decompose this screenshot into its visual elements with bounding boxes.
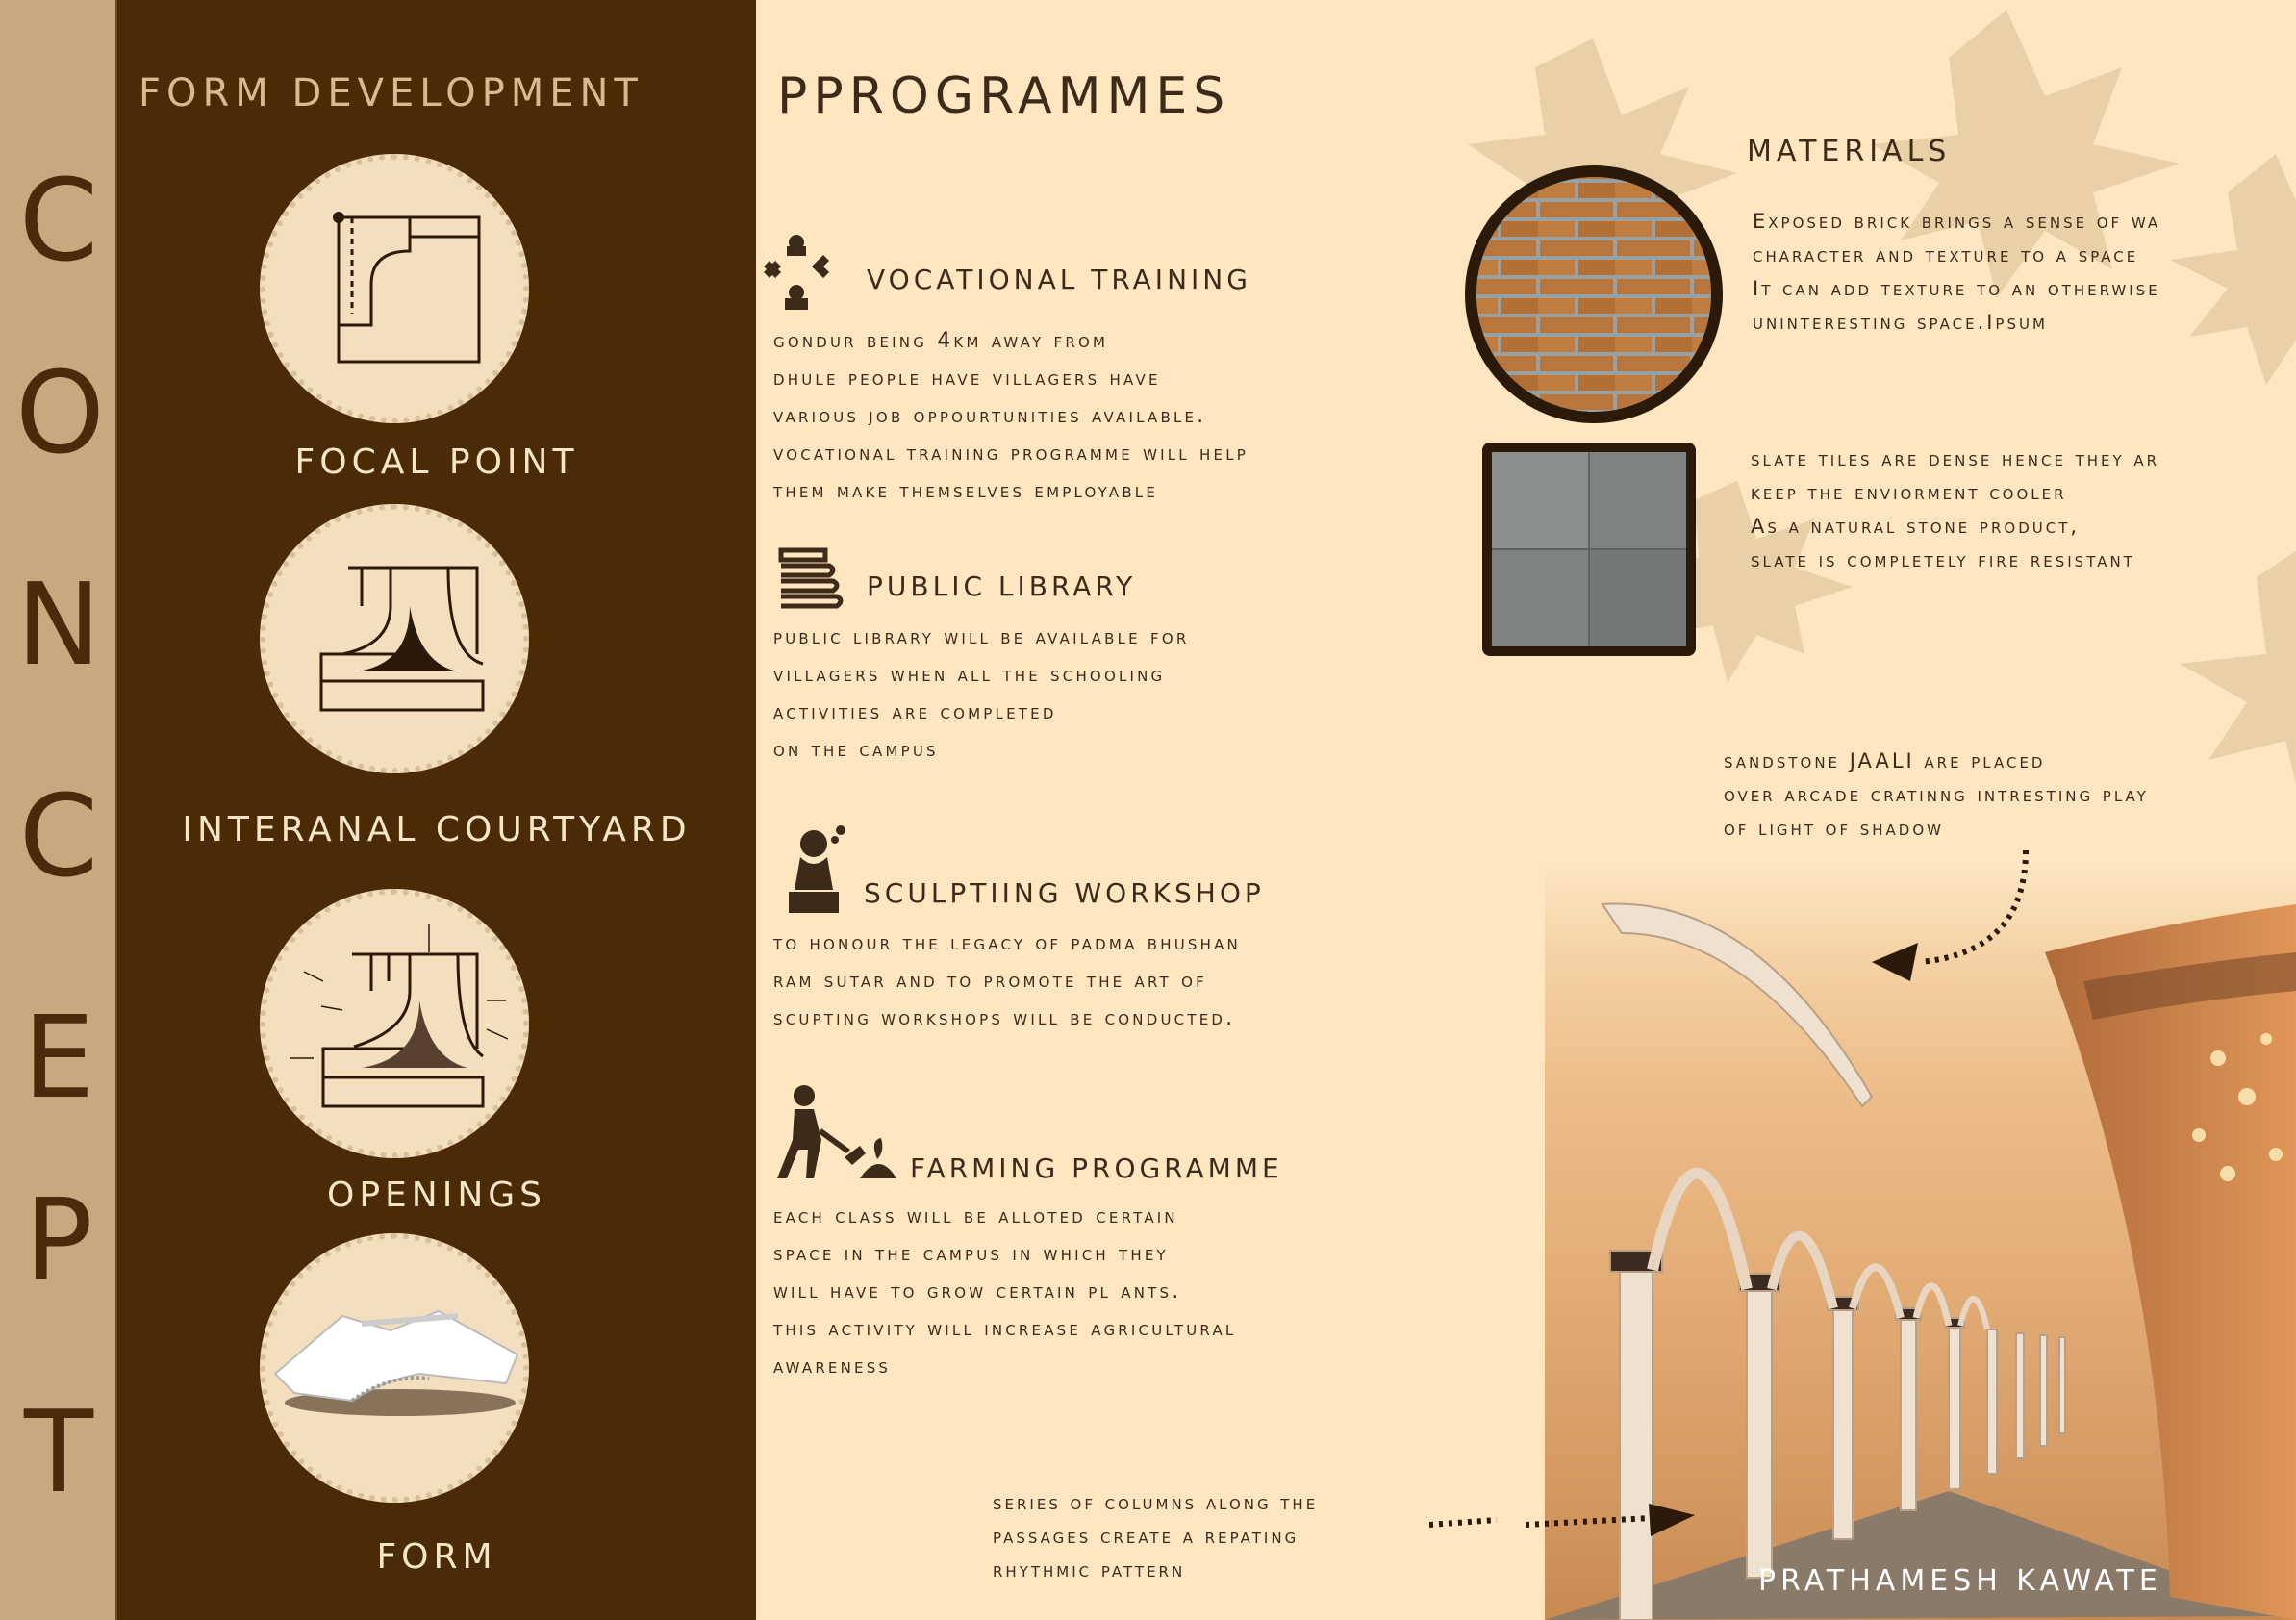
vocational-training-title: VOCATIONAL TRAINING [867,264,1251,295]
internal-courtyard-label: INTERANAL COURTYARD [182,810,692,849]
slate-tile-swatch [1482,443,1696,656]
vocational-training-text: GONDUR BEING 4KM AWAY FROM DHULE PEOPLE H… [773,329,1249,503]
programmes-area: PPROGRAMMES VOCATIONAL TRAINING GONDUR B… [756,0,2296,1620]
farming-icon [777,1085,896,1178]
concept-letter: N [15,558,102,691]
jaali-pointer-arrow [1872,849,2029,981]
form-development-panel: FORM DEVELOPMENT FOCAL POINT [117,0,756,1620]
focal-point-icon [333,212,481,364]
public-library-text: PUBLIC LIBRARY WILL BE AVAILABLE FOR VILL… [773,625,1190,762]
form-diagram [260,1233,529,1503]
openings-label: OPENINGS [326,1176,546,1215]
courtyard-icon [319,566,485,712]
sculpture-bust-icon [789,825,845,913]
public-library-title: PUBLIC LIBRARY [867,570,1137,602]
vocational-training-icon [764,235,829,310]
concept-letter: O [15,346,105,479]
concept-letter: C [18,770,99,902]
concept-strip: C O N C E P T [0,0,117,1620]
building-form-icon [273,1309,519,1416]
arcade-render-image [1545,866,2296,1620]
programmes-heading: PPROGRAMMES [777,67,1231,125]
concept-letter: P [24,1174,93,1306]
concept-letter: E [22,991,95,1124]
books-icon [778,547,844,609]
farming-programme-title: FARMING PROGRAMME [910,1152,1283,1184]
jaali-description: sandstone JAALI are placed over arcade cr… [1724,749,2149,840]
sculpting-workshop-text: TO HONOUR THE LEGACY OF PADMA BHUSHAN RAM… [773,931,1241,1030]
concept-letter: C [18,154,99,287]
materials-heading: MATERIALS [1747,135,1952,168]
exposed-brick-swatch [1465,165,1723,423]
columns-description: series of columns along the passages crea… [993,1491,1319,1582]
farming-programme-text: EACH CLASS WILL BE ALLOTED CERTAIN SPACE … [773,1204,1237,1379]
author-name: PRATHAMESH KAWATE [1758,1564,2162,1598]
focal-point-diagram [260,154,529,423]
sculpting-workshop-title: SCULPTIING WORKSHOP [864,877,1265,909]
openings-diagram [260,889,529,1158]
columns-pointer-arrow [1429,1517,1498,1528]
slate-description: slate tiles are dense hence they ar keep … [1751,447,2160,571]
form-development-heading: FORM DEVELOPMENT [139,71,643,115]
concept-letter: T [23,1385,94,1518]
brick-description: Exposed brick brings a sense of wa charac… [1753,210,2161,334]
leaf-pattern-decoration [1468,10,2296,783]
columns-arrow-extension [1526,1504,1695,1536]
form-label: FORM [376,1537,497,1577]
openings-icon [290,924,509,1108]
focal-point-label: FOCAL POINT [294,443,579,482]
internal-courtyard-diagram [260,504,529,773]
